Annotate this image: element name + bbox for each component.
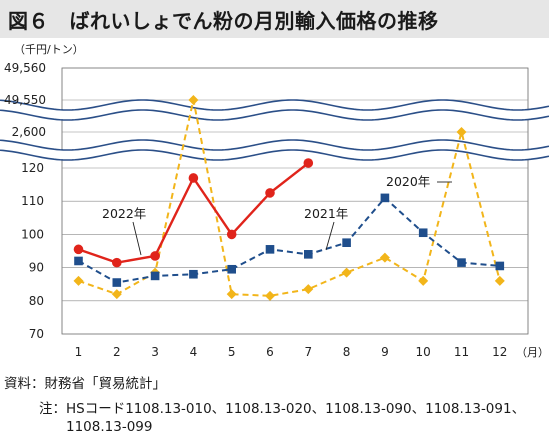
marker-point xyxy=(111,289,122,300)
x-tick-label: 7 xyxy=(304,345,312,359)
marker-point xyxy=(342,238,351,247)
x-tick-label: 9 xyxy=(381,345,389,359)
axis-break xyxy=(0,99,549,161)
series-line-2021年 xyxy=(78,196,500,284)
hs-code-note: 注：HSコード1108.13-010、1108.13-020、1108.13-0… xyxy=(4,397,525,417)
marker-point xyxy=(188,173,199,183)
marker-point xyxy=(304,250,313,259)
series-labels: 2022年 2021年 2020年 xyxy=(102,174,452,256)
note-label: 注： xyxy=(39,401,66,417)
series-markers xyxy=(73,95,505,301)
marker-point xyxy=(303,158,314,168)
break-band xyxy=(0,140,549,160)
series-line-2020年 xyxy=(78,99,501,297)
x-tick-label: 6 xyxy=(266,345,274,359)
title-bar: 図６ ばれいしょでん粉の月別輸入価格の推移 xyxy=(0,0,549,38)
y-tick-label: 49,550 xyxy=(4,93,46,107)
leader-line xyxy=(132,221,142,256)
marker-point xyxy=(265,290,275,301)
source-note: 資料：財務省「貿易統計」 xyxy=(4,376,166,392)
marker-point xyxy=(73,244,84,255)
break-line xyxy=(0,99,549,111)
marker-point xyxy=(418,228,428,238)
y-tick-label: 49,560 xyxy=(4,61,46,75)
marker-point xyxy=(494,275,505,286)
x-tick-label: 2 xyxy=(113,345,121,359)
marker-point xyxy=(112,257,122,268)
x-tick-label: 3 xyxy=(151,345,159,359)
hs-code-note-continued: 1108.13-099 xyxy=(66,419,153,435)
marker-point xyxy=(74,256,83,266)
marker-point xyxy=(226,229,237,240)
note-line-1: HSコード1108.13-010、1108.13-020、1108.13-090… xyxy=(66,401,526,417)
y-tick-label: 2,600 xyxy=(12,125,46,139)
chart-title: 図６ ばれいしょでん粉の月別輸入価格の推移 xyxy=(8,9,439,33)
break-line xyxy=(0,149,549,161)
marker-point xyxy=(379,252,390,263)
leader-line xyxy=(325,221,335,251)
marker-point xyxy=(188,95,199,105)
y-tick-label: 100 xyxy=(21,227,44,241)
break-line xyxy=(0,139,549,151)
marker-point xyxy=(226,289,237,300)
series-label: 2022年 xyxy=(102,206,146,221)
x-tick-label: 8 xyxy=(343,345,351,359)
marker-point xyxy=(73,275,84,286)
x-tick-label: 11 xyxy=(454,345,469,359)
y-tick-label: 110 xyxy=(21,194,44,208)
marker-point xyxy=(456,127,467,137)
marker-point xyxy=(150,271,160,281)
marker-point xyxy=(380,193,390,203)
marker-point xyxy=(112,278,122,287)
x-tick-label: 1 xyxy=(75,345,83,359)
x-tick-label: 12 xyxy=(492,345,507,359)
marker-point xyxy=(227,264,236,274)
series-label: 2021年 xyxy=(304,206,348,221)
marker-point xyxy=(495,261,505,271)
marker-point xyxy=(265,245,275,254)
series-label: 2020年 xyxy=(386,174,430,189)
marker-point xyxy=(303,284,314,295)
y-axis-unit: （千円/トン） xyxy=(14,43,84,56)
x-tick-label: 4 xyxy=(190,345,198,359)
marker-point xyxy=(341,267,352,278)
y-tick-label: 90 xyxy=(29,261,44,275)
x-tick-label: 10 xyxy=(416,345,431,359)
y-tick-label: 70 xyxy=(29,327,44,341)
marker-point xyxy=(457,258,466,267)
break-line xyxy=(0,109,549,121)
marker-point xyxy=(150,251,160,261)
x-axis-unit: （月） xyxy=(516,346,549,359)
marker-point xyxy=(418,275,429,286)
y-tick-label: 120 xyxy=(21,161,44,175)
marker-point xyxy=(189,269,198,279)
marker-point xyxy=(265,188,275,198)
series-lines xyxy=(78,99,501,297)
y-tick-label: 80 xyxy=(29,294,44,308)
x-tick-label: 5 xyxy=(228,345,236,359)
break-band xyxy=(0,100,549,120)
